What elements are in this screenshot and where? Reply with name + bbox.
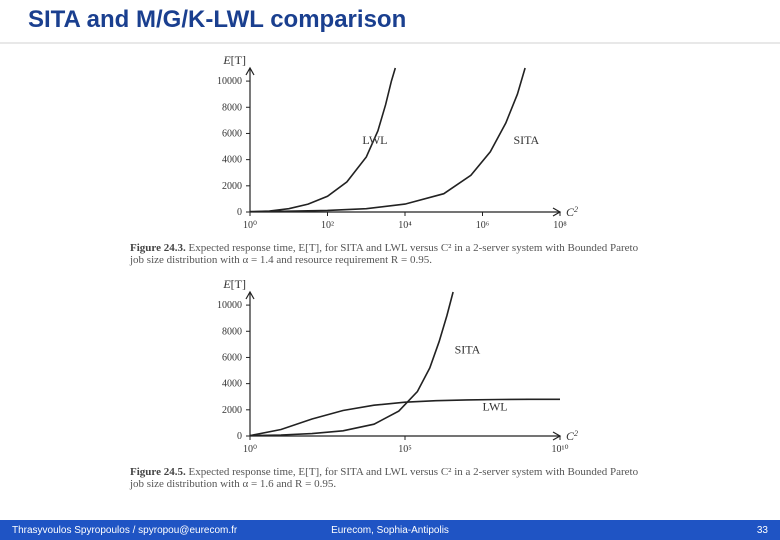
svg-text:SITA: SITA [514, 133, 540, 147]
svg-text:8000: 8000 [222, 326, 242, 337]
svg-text:0: 0 [237, 207, 242, 218]
slide-title: SITA and M/G/K-LWL comparison [28, 6, 406, 34]
svg-text:LWL: LWL [483, 399, 508, 413]
svg-text:E[T]: E[T] [222, 277, 246, 291]
svg-text:2000: 2000 [222, 405, 242, 416]
svg-text:10000: 10000 [217, 76, 242, 87]
svg-text:E[T]: E[T] [222, 53, 246, 67]
figure-1-chart: 0 2000 4000 6000 8000 10000 10⁰ 10² 10⁴ 10⁶ 10⁸ E[T… [180, 50, 600, 240]
figure-2-chart: 0 2000 4000 6000 8000 10000 10⁰ 10⁵ 10¹⁰ E[T] C2 SI… [180, 274, 600, 464]
svg-text:10²: 10² [321, 220, 334, 231]
svg-text:10⁴: 10⁴ [398, 220, 412, 231]
svg-text:LWL: LWL [362, 133, 387, 147]
title-bar: SITA and M/G/K-LWL comparison [0, 0, 780, 44]
figure-2-caption: Figure 24.5. Expected response time, E[T… [130, 466, 650, 490]
svg-text:8000: 8000 [222, 102, 242, 113]
svg-text:10⁵: 10⁵ [398, 444, 412, 455]
svg-text:C2: C2 [566, 429, 578, 444]
svg-text:4000: 4000 [222, 379, 242, 390]
footer-bar: Thrasyvoulos Spyropoulos / spyropou@eure… [0, 520, 780, 540]
svg-text:SITA: SITA [455, 343, 481, 357]
svg-text:0: 0 [237, 431, 242, 442]
figures-area: 0 2000 4000 6000 8000 10000 10⁰ 10² 10⁴ 10⁶ 10⁸ E[T… [0, 50, 780, 520]
figure-1-caption: Figure 24.3. Expected response time, E[T… [130, 242, 650, 266]
svg-text:10⁸: 10⁸ [553, 220, 567, 231]
svg-text:4000: 4000 [222, 155, 242, 166]
svg-text:C2: C2 [566, 205, 578, 220]
svg-text:10¹⁰: 10¹⁰ [551, 444, 568, 455]
svg-text:6000: 6000 [222, 128, 242, 139]
footer-author: Thrasyvoulos Spyropoulos / spyropou@eure… [12, 525, 237, 536]
svg-text:2000: 2000 [222, 181, 242, 192]
svg-text:10⁰: 10⁰ [243, 220, 257, 231]
svg-text:10000: 10000 [217, 300, 242, 311]
svg-text:6000: 6000 [222, 352, 242, 363]
svg-text:10⁰: 10⁰ [243, 444, 257, 455]
footer-page-number: 33 [757, 525, 768, 536]
svg-text:10⁶: 10⁶ [476, 220, 490, 231]
